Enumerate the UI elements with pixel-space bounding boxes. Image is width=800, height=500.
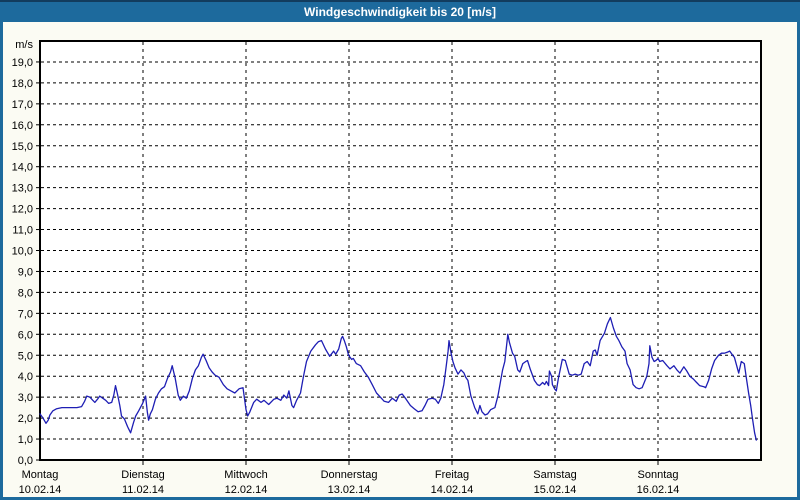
y-tick-label: 8,0: [18, 287, 33, 299]
y-tick-label: 14,0: [12, 162, 33, 174]
day-label: Samstag: [533, 469, 576, 481]
day-label: Freitag: [435, 469, 469, 481]
date-label: 13.02.14: [328, 484, 371, 496]
day-label: Dienstag: [121, 469, 164, 481]
y-tick-label: 16,0: [12, 120, 33, 132]
y-tick-label: 9,0: [18, 266, 33, 278]
y-tick-label: 6,0: [18, 329, 33, 341]
y-tick-label: 1,0: [18, 434, 33, 446]
day-label: Mittwoch: [224, 469, 267, 481]
y-tick-label: 12,0: [12, 204, 33, 216]
y-tick-label: 4,0: [18, 371, 33, 383]
y-tick-label: 7,0: [18, 308, 33, 320]
date-label: 11.02.14: [122, 484, 164, 496]
y-tick-label: 17,0: [12, 99, 33, 111]
y-tick-label: 2,0: [18, 413, 33, 425]
day-label: Montag: [22, 469, 59, 481]
y-tick-label: 11,0: [12, 225, 33, 237]
date-label: 15.02.14: [534, 484, 577, 496]
plot-area: [40, 41, 761, 460]
y-tick-label: 18,0: [12, 78, 33, 90]
y-tick-label: 15,0: [12, 141, 33, 153]
title-bar: Windgeschwindigkeit bis 20 [m/s]: [0, 0, 800, 22]
date-label: 10.02.14: [19, 484, 62, 496]
y-unit-label: m/s: [15, 39, 33, 51]
wind-speed-line: [39, 316, 757, 441]
date-label: 14.02.14: [431, 484, 474, 496]
window-title: Windgeschwindigkeit bis 20 [m/s]: [304, 5, 496, 19]
y-tick-label: 3,0: [18, 392, 33, 404]
y-tick-label: 10,0: [12, 246, 33, 258]
day-label: Sonntag: [638, 469, 679, 481]
y-tick-label: 5,0: [18, 350, 33, 362]
y-tick-label: 13,0: [12, 183, 33, 195]
y-tick-label: 19,0: [12, 57, 33, 69]
date-label: 12.02.14: [225, 484, 268, 496]
y-tick-label: 0,0: [18, 455, 33, 467]
date-label: 16.02.14: [637, 484, 680, 496]
day-label: Donnerstag: [321, 469, 378, 481]
